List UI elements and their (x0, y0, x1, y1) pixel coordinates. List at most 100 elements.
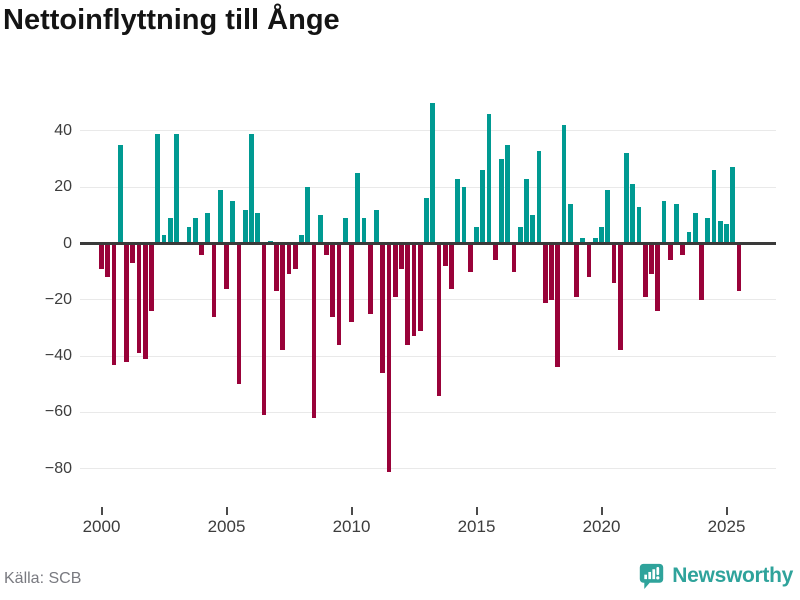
bar (567, 204, 573, 244)
x-axis-label: 2015 (457, 517, 496, 536)
bar (117, 144, 123, 244)
y-axis-label: 0 (63, 234, 72, 252)
x-axis-tick (225, 507, 228, 515)
bar (149, 243, 154, 312)
bar (124, 243, 129, 362)
x-axis-tick (350, 507, 353, 515)
bar (274, 243, 279, 292)
bar (630, 184, 636, 244)
y-axis-label: 20 (54, 178, 72, 196)
bar (705, 218, 711, 244)
gridline (80, 299, 776, 301)
bar (161, 235, 167, 244)
bar (417, 243, 423, 331)
x-axis-tick (600, 507, 603, 515)
bar (499, 159, 504, 244)
bar (555, 243, 561, 368)
zero-line (80, 242, 776, 245)
bar (536, 150, 542, 244)
bar (449, 243, 454, 289)
bar (224, 243, 229, 289)
bar (717, 220, 723, 244)
bar (574, 243, 579, 297)
x-axis-label: 2010 (332, 517, 371, 536)
bar (624, 153, 629, 244)
y-axis-label: 40 (54, 121, 72, 139)
bar (105, 243, 111, 278)
bar (611, 243, 617, 283)
bar (561, 125, 567, 244)
bar (155, 133, 161, 244)
bar (442, 243, 448, 267)
bar (267, 240, 273, 244)
newsworthy-logo-text: Newsworthy (672, 564, 793, 587)
bar (324, 243, 329, 255)
bar (405, 243, 411, 345)
bar (592, 237, 598, 244)
bar (667, 243, 673, 261)
bar (586, 243, 592, 278)
bar (617, 243, 623, 351)
bar (342, 218, 348, 244)
bar (730, 167, 736, 244)
bar (692, 212, 698, 244)
bar (424, 198, 429, 244)
bar (486, 114, 492, 244)
bar (142, 243, 148, 359)
bar (655, 243, 661, 312)
bar (642, 243, 648, 297)
bar (680, 243, 686, 255)
bar (361, 218, 367, 244)
newsworthy-logo-icon (638, 562, 665, 590)
x-axis-label: 2025 (707, 517, 746, 536)
bar (174, 133, 179, 244)
bar (255, 212, 261, 244)
bar (211, 243, 217, 317)
bar (711, 170, 717, 244)
source-text: Källa: SCB (4, 570, 82, 587)
bar (192, 218, 198, 244)
bar (661, 201, 667, 244)
bar (674, 204, 679, 244)
gridline (80, 130, 776, 132)
bar (305, 187, 311, 244)
bar (292, 243, 298, 269)
bar (199, 243, 204, 255)
gridline (80, 186, 776, 188)
bar (205, 212, 211, 244)
bar (480, 170, 486, 244)
bar (549, 243, 554, 300)
bar (686, 232, 692, 244)
bar (474, 226, 479, 244)
bar (349, 243, 354, 323)
bar (699, 243, 704, 300)
bar (186, 226, 192, 244)
bar (111, 243, 117, 365)
gridline (80, 468, 776, 470)
bar (436, 243, 442, 396)
bar (230, 201, 236, 244)
x-axis-tick (100, 507, 103, 515)
bar (249, 133, 254, 244)
bar (242, 209, 248, 244)
bar (99, 243, 104, 269)
bar (217, 190, 223, 244)
y-axis-label: −80 (44, 459, 72, 477)
bar (455, 178, 461, 244)
bar (261, 243, 267, 416)
bar (311, 243, 317, 419)
newsworthy-logo[interactable]: Newsworthy (638, 562, 793, 590)
y-axis-label: −40 (44, 347, 72, 365)
bar (392, 243, 398, 297)
gridline (80, 411, 776, 413)
bar (511, 243, 517, 272)
bar (524, 178, 529, 244)
bar (580, 237, 586, 244)
bar (467, 243, 473, 272)
x-axis-label: 2005 (207, 517, 246, 536)
bar (380, 243, 386, 373)
bar (336, 243, 342, 345)
y-axis-label: −60 (44, 403, 72, 421)
x-axis-label: 2020 (582, 517, 621, 536)
